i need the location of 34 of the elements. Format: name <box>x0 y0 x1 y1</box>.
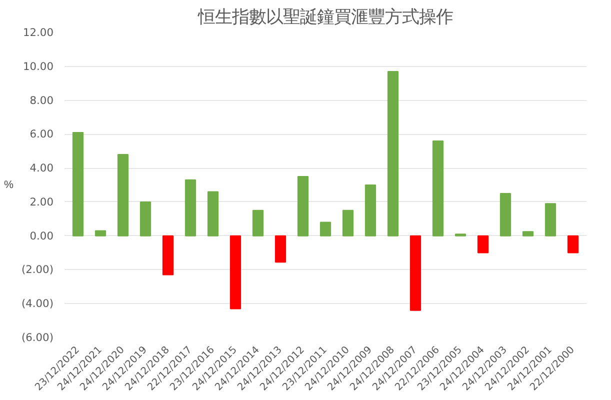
bar <box>274 235 286 263</box>
bar <box>432 140 444 236</box>
bar <box>567 235 579 254</box>
y-tick-label: 12.00 <box>22 26 54 39</box>
y-tick-label: 4.00 <box>30 162 54 175</box>
bar <box>162 235 174 276</box>
y-tick-label: 6.00 <box>30 128 54 141</box>
y-tick-label: (4.00) <box>21 297 54 310</box>
bar <box>522 231 534 236</box>
chart-title: 恒生指數以聖誕鐘買滙豐方式操作 <box>197 8 453 28</box>
bar <box>140 201 152 236</box>
bar <box>117 154 129 236</box>
y-tick-label: (2.00) <box>21 263 54 276</box>
y-tick-label: (6.00) <box>21 331 54 344</box>
bar <box>320 222 332 236</box>
bar <box>387 70 399 236</box>
bar <box>207 191 219 236</box>
y-axis-title: % <box>4 179 14 191</box>
bar <box>297 176 309 236</box>
bar <box>544 203 556 236</box>
bar <box>184 179 196 236</box>
y-tick-label: 0.00 <box>30 229 54 242</box>
bar <box>364 184 376 236</box>
bar <box>410 235 422 311</box>
bar <box>500 192 512 236</box>
bar <box>477 235 489 254</box>
bar <box>342 210 354 236</box>
y-tick-label: 10.00 <box>22 60 54 73</box>
bar <box>94 230 106 236</box>
y-tick-label: 8.00 <box>30 94 54 107</box>
bar <box>72 132 84 236</box>
y-tick-label: 2.00 <box>30 195 54 208</box>
bar <box>230 235 242 310</box>
bar <box>252 210 264 236</box>
